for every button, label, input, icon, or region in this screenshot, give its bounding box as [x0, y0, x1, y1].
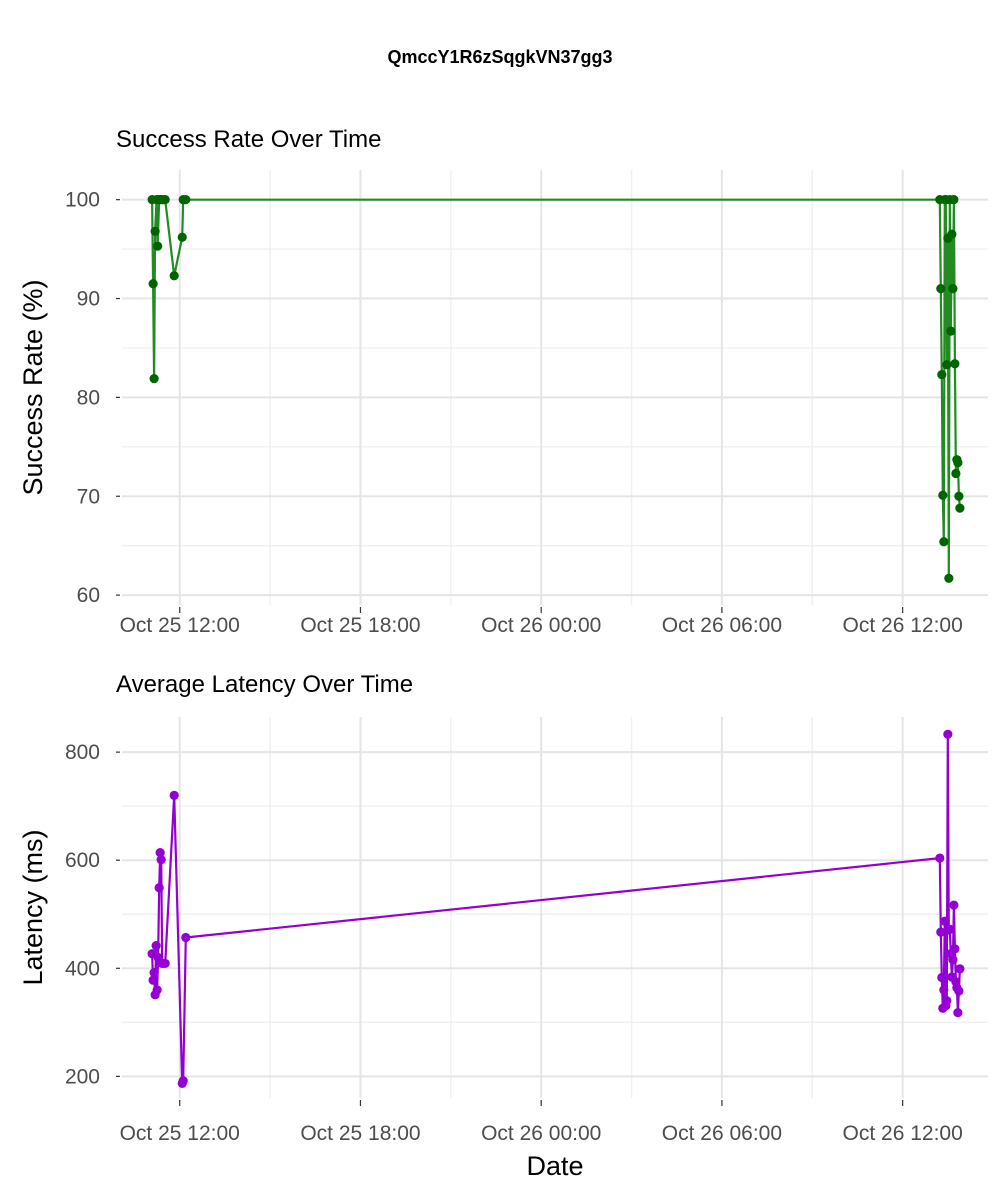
latency-panel: Average Latency Over Time 200 400 600 800 Oct… — [18, 671, 988, 1181]
success-rate-data-point — [936, 284, 946, 294]
success-rate-panel: Success Rate Over Time 60 70 80 90 100 Oct 25 … — [18, 126, 988, 637]
latency-data-point — [155, 848, 165, 858]
success-rate-y-tick-label: 100 — [65, 189, 100, 212]
success-rate-data-point — [169, 271, 179, 281]
success-rate-x-tick-label: Oct 26 06:00 — [662, 614, 782, 637]
success-rate-data-point — [150, 226, 160, 236]
success-rate-x-tick-label: Oct 26 00:00 — [481, 614, 601, 637]
latency-data-point — [149, 968, 159, 978]
latency-x-tick-label: Oct 25 18:00 — [300, 1122, 420, 1145]
latency-data-point — [942, 996, 952, 1006]
success-rate-x-tick-label: Oct 25 12:00 — [120, 614, 240, 637]
success-rate-data-point — [148, 279, 158, 289]
latency-x-tick-label: Oct 25 12:00 — [120, 1122, 240, 1145]
success-rate-data-point — [939, 537, 949, 547]
success-rate-x-tick-label: Oct 25 18:00 — [300, 614, 420, 637]
latency-data-point — [181, 932, 191, 943]
success-rate-data-point — [950, 359, 960, 369]
success-rate-data-point — [942, 360, 952, 370]
latency-data-point — [154, 883, 164, 893]
figure-title: QmccY1R6zSqgkVN37gg3 — [387, 47, 612, 67]
latency-data-point — [948, 955, 958, 965]
latency-data-point — [949, 900, 959, 910]
latency-data-point — [943, 729, 953, 739]
success-rate-data-point — [149, 374, 159, 384]
latency-x-tick-label: Oct 26 00:00 — [481, 1122, 601, 1145]
latency-data-point — [937, 972, 947, 983]
success-rate-x-tick-label: Oct 26 12:00 — [843, 614, 963, 637]
success-rate-data-point — [948, 284, 958, 294]
latency-data-point — [178, 1076, 188, 1086]
success-rate-data-point — [153, 241, 163, 251]
success-rate-y-tick-label: 70 — [77, 485, 100, 508]
success-rate-data-point — [937, 370, 947, 380]
success-rate-data-point — [949, 195, 959, 205]
latency-y-axis-label: Latency (ms) — [18, 829, 48, 985]
latency-data-point — [939, 985, 949, 995]
success-rate-series-line — [151, 198, 961, 580]
latency-data-point — [953, 1008, 963, 1018]
latency-x-tick-label: Oct 26 12:00 — [843, 1122, 963, 1145]
latency-data-point — [955, 964, 965, 974]
success-rate-data-point — [946, 326, 956, 336]
success-rate-data-point — [177, 232, 187, 242]
success-rate-data-point — [947, 229, 957, 239]
latency-y-tick-label: 200 — [65, 1065, 100, 1088]
success-rate-y-tick-label: 90 — [77, 288, 100, 311]
latency-y-tick-label: 400 — [65, 957, 100, 980]
latency-data-point — [152, 985, 162, 995]
latency-data-point — [156, 855, 166, 865]
latency-data-point — [169, 790, 179, 800]
latency-y-tick-label: 800 — [65, 741, 100, 764]
latency-data-point — [940, 916, 950, 926]
success-rate-y-tick-label: 60 — [77, 584, 100, 607]
latency-data-point — [151, 941, 161, 951]
latency-x-axis-label: Date — [526, 1151, 583, 1181]
success-rate-data-point — [953, 458, 963, 468]
success-rate-y-tick-label: 80 — [77, 386, 100, 409]
latency-series-line — [151, 733, 961, 1085]
success-rate-data-point — [938, 490, 948, 500]
latency-x-tick-label: Oct 26 06:00 — [662, 1122, 782, 1145]
success-rate-data-point — [944, 573, 954, 583]
success-rate-data-point — [954, 491, 964, 501]
latency-data-point — [954, 986, 964, 996]
latency-data-point — [936, 927, 946, 937]
latency-data-point — [950, 944, 960, 954]
latency-data-point — [945, 924, 955, 934]
success-rate-data-point — [160, 195, 170, 205]
latency-title: Average Latency Over Time — [116, 671, 413, 698]
success-rate-y-axis-label: Success Rate (%) — [18, 279, 48, 495]
latency-data-point — [935, 853, 945, 863]
latency-data-point — [148, 975, 158, 985]
latency-y-tick-label: 600 — [65, 849, 100, 872]
latency-data-point — [160, 958, 170, 969]
success-rate-data-point — [181, 195, 191, 205]
success-rate-data-point — [955, 503, 965, 513]
success-rate-title: Success Rate Over Time — [116, 126, 381, 153]
success-rate-data-point — [951, 468, 961, 479]
